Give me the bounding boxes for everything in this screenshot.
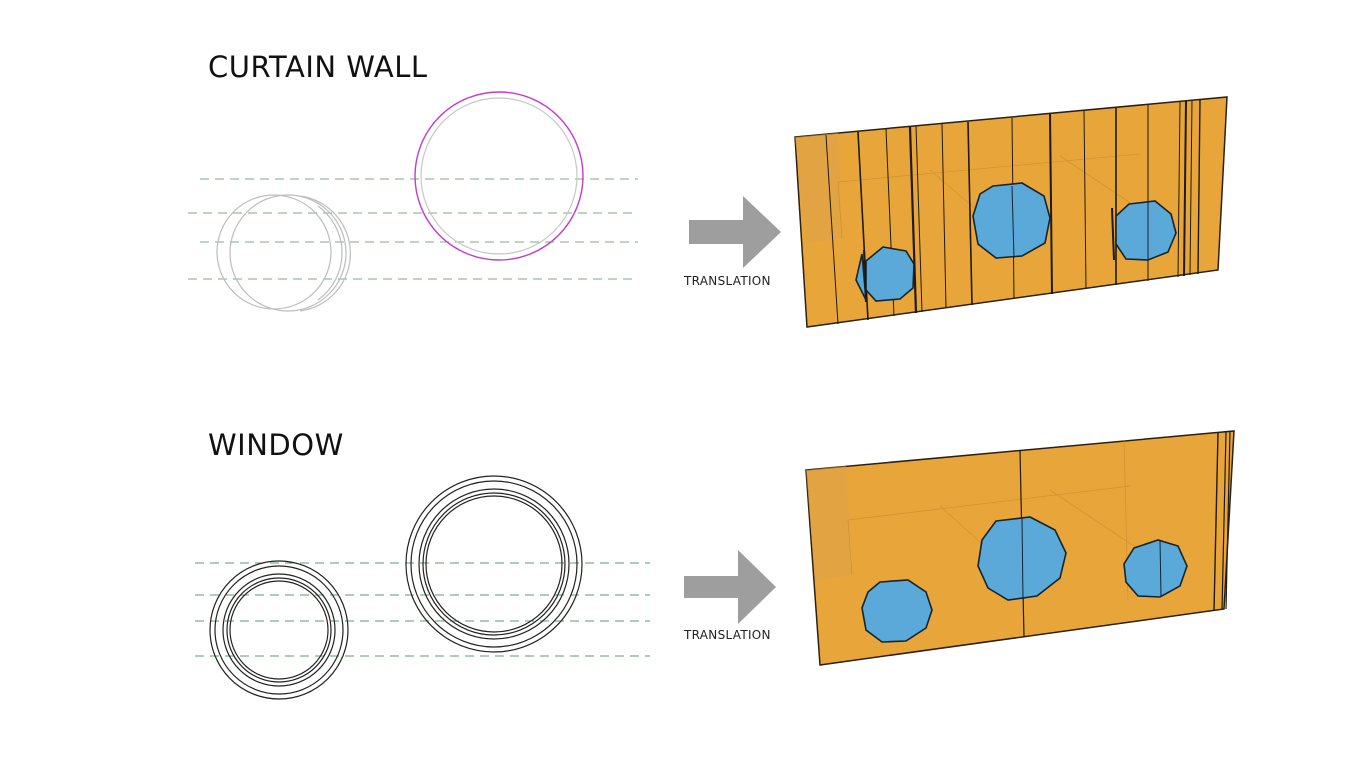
translation-arrow-1: [689, 196, 781, 268]
translation-arrow-2: [684, 550, 776, 624]
window-title: WINDOW: [208, 428, 344, 462]
window-openings: [861, 516, 1188, 643]
selected-outline: [414, 91, 584, 261]
translation-label-2: TRANSLATION: [684, 628, 771, 642]
large-window-ring: [405, 475, 583, 653]
curtain-openings: [855, 182, 1177, 302]
small-circle-opening: [216, 194, 351, 312]
guide-lines: [195, 562, 650, 657]
curtain-wall-3d: [794, 96, 1228, 328]
large-circle-opening: [414, 91, 584, 261]
window-3d: [805, 430, 1235, 666]
mullions: [825, 98, 1201, 325]
window-plan: [195, 475, 650, 700]
guide-lines: [188, 178, 638, 280]
curtain-wall-plan: [188, 91, 638, 312]
translation-label-1: TRANSLATION: [684, 274, 771, 288]
curtain-wall-title: CURTAIN WALL: [208, 50, 428, 84]
small-window-ring: [209, 560, 349, 700]
